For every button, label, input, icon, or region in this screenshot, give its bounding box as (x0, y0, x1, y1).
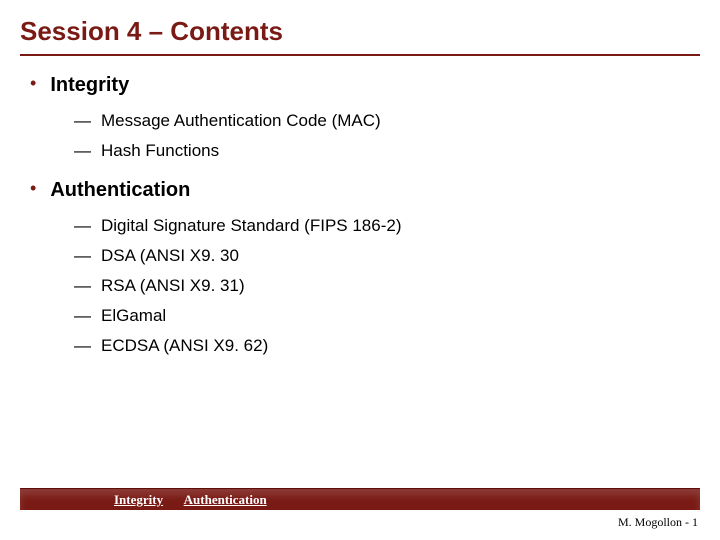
page-number: M. Mogollon - 1 (618, 515, 698, 530)
section-title: Integrity (50, 74, 129, 97)
list-item: — Digital Signature Standard (FIPS 186-2… (74, 216, 690, 236)
section-title: Authentication (50, 179, 190, 202)
slide: Session 4 – Contents • Integrity — Messa… (0, 0, 720, 540)
list-item: — RSA (ANSI X9. 31) (74, 276, 690, 296)
slide-title: Session 4 – Contents (20, 16, 283, 47)
item-text: Digital Signature Standard (FIPS 186-2) (101, 216, 402, 236)
item-text: RSA (ANSI X9. 31) (101, 276, 245, 296)
dash-icon: — (74, 111, 91, 131)
footer-link-authentication[interactable]: Authentication (184, 492, 267, 507)
content-area: • Integrity — Message Authentication Cod… (30, 74, 690, 374)
bullet-icon: • (30, 74, 36, 92)
item-text: ECDSA (ANSI X9. 62) (101, 336, 268, 356)
list-item: — ElGamal (74, 306, 690, 326)
list-item: — Hash Functions (74, 141, 690, 161)
title-underline (20, 54, 700, 56)
footer-links: Integrity Authentication (114, 492, 285, 508)
dash-icon: — (74, 306, 91, 326)
bullet-icon: • (30, 179, 36, 197)
section-integrity: • Integrity — Message Authentication Cod… (30, 74, 690, 161)
list-item: — DSA (ANSI X9. 30 (74, 246, 690, 266)
sub-list: — Message Authentication Code (MAC) — Ha… (74, 111, 690, 161)
dash-icon: — (74, 246, 91, 266)
sub-list: — Digital Signature Standard (FIPS 186-2… (74, 216, 690, 356)
item-text: Message Authentication Code (MAC) (101, 111, 381, 131)
dash-icon: — (74, 276, 91, 296)
section-authentication: • Authentication — Digital Signature Sta… (30, 179, 690, 356)
section-header: • Authentication (30, 179, 690, 202)
dash-icon: — (74, 336, 91, 356)
dash-icon: — (74, 216, 91, 236)
dash-icon: — (74, 141, 91, 161)
item-text: ElGamal (101, 306, 166, 326)
list-item: — ECDSA (ANSI X9. 62) (74, 336, 690, 356)
list-item: — Message Authentication Code (MAC) (74, 111, 690, 131)
item-text: DSA (ANSI X9. 30 (101, 246, 239, 266)
footer-link-integrity[interactable]: Integrity (114, 492, 163, 507)
section-header: • Integrity (30, 74, 690, 97)
item-text: Hash Functions (101, 141, 219, 161)
